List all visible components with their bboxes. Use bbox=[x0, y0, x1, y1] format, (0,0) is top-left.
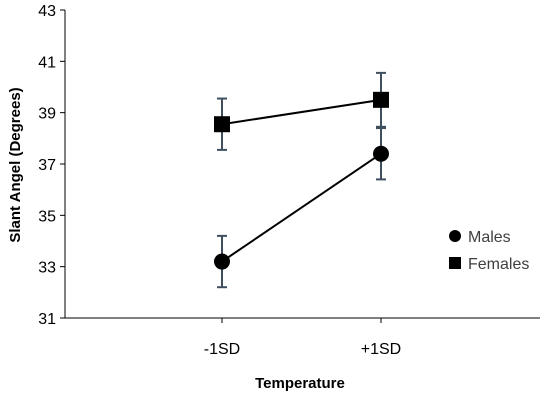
x-tick-label: +1SD bbox=[361, 341, 401, 358]
data-point-males bbox=[373, 145, 389, 162]
legend-label-females: Females bbox=[468, 256, 529, 273]
y-tick-label: 37 bbox=[38, 157, 56, 174]
data-point-males bbox=[214, 253, 230, 270]
y-tick-label: 39 bbox=[38, 106, 56, 123]
legend-marker-females bbox=[449, 257, 461, 269]
data-point-females bbox=[373, 91, 389, 108]
series-males bbox=[214, 127, 389, 289]
y-tick-label: 43 bbox=[38, 3, 56, 20]
legend-label-males: Males bbox=[468, 229, 511, 246]
y-ticks: 31 33 35 37 39 41 43 bbox=[38, 3, 65, 328]
series-line-females bbox=[221, 98, 382, 126]
series-line-males bbox=[221, 152, 382, 263]
y-tick-label: 33 bbox=[38, 260, 56, 277]
x-tick-label: -1SD bbox=[204, 341, 240, 358]
y-axis-title: Slant Angel (Degrees) bbox=[7, 87, 24, 242]
series-females bbox=[214, 71, 389, 151]
y-tick-label: 31 bbox=[38, 311, 56, 328]
y-tick-label: 35 bbox=[38, 208, 56, 225]
data-point-females bbox=[214, 116, 230, 133]
legend: Males Females bbox=[449, 229, 529, 273]
x-axis-title: Temperature bbox=[255, 375, 345, 392]
x-ticks: -1SD +1SD bbox=[204, 318, 401, 358]
y-tick-label: 41 bbox=[38, 54, 56, 71]
series-layer bbox=[214, 71, 389, 289]
legend-marker-males bbox=[449, 230, 461, 242]
